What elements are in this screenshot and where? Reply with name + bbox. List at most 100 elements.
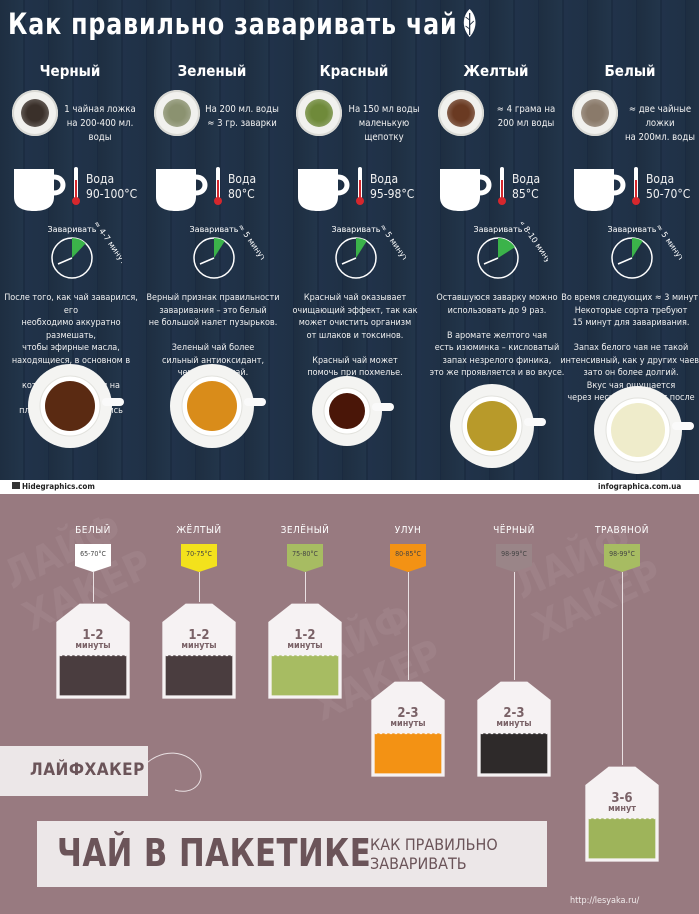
steep-time: 2-3 минуты <box>390 706 426 729</box>
temp-tag: 65-70°С <box>75 544 111 572</box>
desc-line: В аромате желтого чая <box>446 330 548 341</box>
desc-line: использовать до 9 раз. <box>447 305 547 316</box>
tea-amount: На 150 мл воды маленькую щепотку <box>348 104 420 143</box>
tea-amount: ≈ 4 грама на 200 мл воды <box>496 104 556 129</box>
tea-amount: 1 чайная ложка на 200-400 мл. воды <box>64 104 136 143</box>
tea-column-0: Черный 1 чайная ложка на 200-400 мл. воды В… <box>0 0 140 480</box>
timer-icon: Заваривать ≈ 5 минут <box>190 222 264 279</box>
timer-time: ≈ 4-7 минут <box>92 222 122 266</box>
water-temp: Вода 80°С <box>228 172 257 201</box>
steep-time: 3-6 минут <box>608 791 636 814</box>
timer-icon: Заваривать ≈ 5 минут <box>332 222 406 279</box>
leaf-bowl-icon <box>438 90 484 136</box>
tea-cup-topview <box>24 360 128 458</box>
desc-line: Некоторые сорта требуют <box>574 305 688 316</box>
desc-line: помочь при похмелье. <box>307 368 403 378</box>
desc-line <box>426 317 568 330</box>
cup-icon <box>298 169 350 211</box>
water-temp: Вода 85°С <box>512 172 541 201</box>
desc-line: от шлаков и токсинов. <box>306 330 404 341</box>
desc-line: чтобы эфирные масла, <box>22 343 120 353</box>
timer-icon: Заваривать ≈ 4-7 минут <box>48 222 122 279</box>
brand-banner: ЛАЙФХАКЕР <box>0 746 148 796</box>
teabag-string <box>305 572 306 602</box>
desc-line: очищающий эффект, так как <box>292 305 418 316</box>
teabag-icon <box>56 603 130 699</box>
steep-time: 1-2 минуты <box>75 628 111 651</box>
leaf-icon <box>463 9 476 37</box>
teabag-name: УЛУН <box>394 525 422 536</box>
water-temp: Вода 90-100°С <box>86 172 138 201</box>
desc-line: это же проявляется и во вкусе. <box>429 368 565 378</box>
thermometer-icon <box>632 167 640 205</box>
teabag-string <box>408 572 409 680</box>
tea-name: Белый <box>604 62 656 80</box>
tea-cup-topview <box>446 380 550 478</box>
leaf-bowl-icon <box>12 90 58 136</box>
desc-line: интенсивный, как у других чаев, <box>560 355 699 366</box>
temp-tag: 98-99°С <box>496 544 532 572</box>
tea-name: Желтый <box>463 62 529 80</box>
thermometer-icon <box>356 167 364 205</box>
teabag-icon <box>477 681 551 777</box>
desc-line: Оставшуюся заварку можно <box>436 293 558 303</box>
tea-column-3: Желтый ≈ 4 грама на 200 мл воды Вода 85°С За… <box>426 0 566 480</box>
tea-cup-topview <box>308 372 398 456</box>
temp-tag: 75-80°С <box>287 544 323 572</box>
desc-line: может очистить организм <box>298 318 412 328</box>
teabag-name: БЕЛЫЙ <box>75 525 111 536</box>
timer-label: Заваривать <box>332 225 381 234</box>
timer-time: ≈ 5 минут <box>236 222 264 262</box>
teabag-icon <box>371 681 445 777</box>
desc-line: необходимо аккуратно размешать, <box>21 318 121 341</box>
watermark-url: http://lesyaka.ru/ <box>570 896 640 906</box>
cup-icon <box>156 169 208 211</box>
tea-cup-topview <box>166 360 270 458</box>
water-temp: Вода 95-98°С <box>370 172 415 201</box>
tea-description: Красный чай оказывает очищающий эффект, т… <box>284 292 426 380</box>
tea-description: Оставшуюся заварку можно использовать до … <box>426 292 568 380</box>
steep-time: 1-2 минуты <box>287 628 323 651</box>
steep-time: 2-3 минуты <box>496 706 532 729</box>
temp-tag: 80-85°С <box>390 544 426 572</box>
teabag-name: ЗЕЛЁНЫЙ <box>280 525 330 536</box>
desc-line: сильный антиоксидант, <box>161 355 265 366</box>
cup-icon <box>440 169 492 211</box>
tea-name: Черный <box>39 62 101 80</box>
desc-line: После того, как чай заварился, его <box>4 293 138 316</box>
timer-time: ≈ 5 минут <box>654 222 682 262</box>
desc-line: Зеленый чай более <box>171 343 255 353</box>
thermometer-icon <box>214 167 222 205</box>
teabag-name: ЖЁЛТЫЙ <box>176 525 222 536</box>
timer-label: Заваривать <box>608 225 657 234</box>
infographic-title-text: Как правильно заваривать чай <box>8 7 458 41</box>
desc-line: Красный чай может <box>312 355 398 366</box>
desc-line <box>142 330 284 343</box>
desc-line: Во время следующих ≈ 3 минут. <box>561 293 699 303</box>
desc-line: зато он более долгий. <box>583 368 679 378</box>
temp-tag: 70-75°С <box>181 544 217 572</box>
tea-column-1: Зеленый На 200 мл. воды ≈ 3 гр. заварки Вод… <box>142 0 282 480</box>
teabag-icon <box>162 603 236 699</box>
steep-time: 1-2 минуты <box>181 628 217 651</box>
desc-line <box>284 342 426 355</box>
teabag-icon <box>585 766 659 862</box>
teabag-string <box>199 572 200 602</box>
timer-icon: Заваривать ≈ 5 минут <box>608 222 682 279</box>
desc-line: 15 минут для заваривания. <box>572 318 690 328</box>
desc-line: Красный чай оказывает <box>303 293 407 303</box>
desc-line: Верный признак правильности <box>146 293 280 303</box>
timer-label: Заваривать <box>190 225 239 234</box>
leaf-bowl-icon <box>296 90 342 136</box>
thermometer-icon <box>72 167 80 205</box>
desc-line <box>560 330 699 343</box>
string-loop <box>139 752 202 792</box>
desc-line: Вкус чая ощущается <box>586 380 676 391</box>
brand-text: ЛАЙФХАКЕР <box>30 760 145 780</box>
teabag-name: ТРАВЯНОЙ <box>594 525 650 536</box>
tea-name: Зеленый <box>177 62 247 80</box>
tea-name: Красный <box>319 62 389 80</box>
timer-time: ≈ 5 минут <box>378 222 406 262</box>
timer-label: Заваривать <box>474 225 523 234</box>
tea-column-2: Красный На 150 мл воды маленькую щепотку Во… <box>284 0 424 480</box>
